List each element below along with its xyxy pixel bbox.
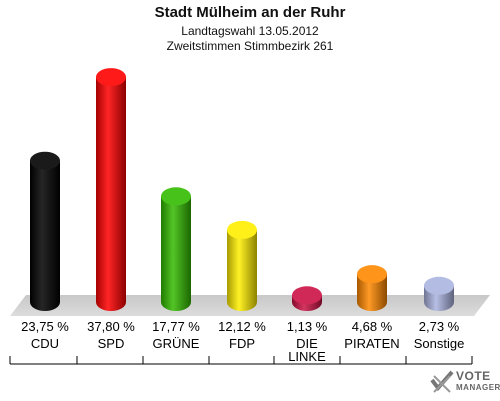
bar-body xyxy=(30,160,60,311)
value-label: 2,73 % xyxy=(418,319,460,334)
category-label: GRÜNE xyxy=(152,336,200,351)
bar-piraten xyxy=(357,265,387,311)
bar-cap xyxy=(227,220,257,239)
chart-subtitle-district: Zweitstimmen Stimmbezirk 261 xyxy=(166,39,334,53)
category-label: CDU xyxy=(30,336,60,351)
bar-body xyxy=(161,196,191,311)
bar-gr-ne xyxy=(161,187,191,311)
category-axis xyxy=(9,356,473,365)
bar-cap xyxy=(30,151,60,170)
bar-sonstige xyxy=(424,276,454,311)
brand-line-2: MANAGER xyxy=(456,383,500,392)
bar-cap xyxy=(292,286,322,305)
value-label: 4,68 % xyxy=(351,319,393,334)
value-label: 1,13 % xyxy=(286,319,328,334)
bar-die-linke xyxy=(292,286,322,311)
bar-cdu xyxy=(30,151,60,311)
value-label: 37,80 % xyxy=(87,319,135,334)
vote-manager-check-icon xyxy=(430,370,454,393)
bar-body xyxy=(96,77,126,311)
bar-fdp xyxy=(227,220,257,311)
chart-subtitle-election: Landtagswahl 13.05.2012 xyxy=(181,24,319,38)
bar-body xyxy=(357,274,387,311)
brand-line-1: VOTE xyxy=(456,369,491,383)
bar-cap xyxy=(424,276,454,295)
bar-spd xyxy=(96,68,126,311)
bar-cap xyxy=(96,68,126,87)
category-label: FDP xyxy=(229,336,255,351)
bar-cap xyxy=(357,265,387,284)
category-label: SPD xyxy=(97,336,125,351)
vote-manager-logo: VOTE MANAGER xyxy=(428,368,500,398)
category-label: Sonstige xyxy=(413,336,465,351)
bar-body xyxy=(227,229,257,311)
chart-title: Stadt Mülheim an der Ruhr xyxy=(154,4,346,21)
bar-cap xyxy=(161,187,191,206)
value-label: 23,75 % xyxy=(21,319,69,334)
bars-group xyxy=(30,68,454,311)
value-label: 12,12 % xyxy=(218,319,266,334)
value-label: 17,77 % xyxy=(152,319,200,334)
category-label: PIRATEN xyxy=(344,336,400,351)
category-label: DIE LINKE xyxy=(288,336,326,364)
